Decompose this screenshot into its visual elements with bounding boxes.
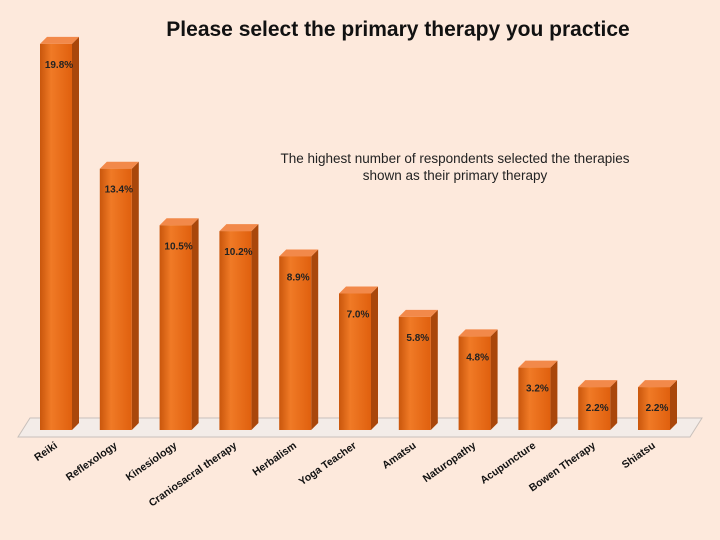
bar-front-herbalism	[279, 256, 312, 430]
bar-amatsu	[398, 309, 438, 430]
bar-top-amatsu	[398, 309, 438, 317]
bar-reiki	[40, 36, 79, 431]
category-label-shiatsu: Shiatsu	[620, 440, 658, 472]
bar-side-shiatsu	[670, 380, 677, 430]
bar-bowen-therapy	[578, 380, 618, 430]
bar-front-kinesiology	[159, 225, 192, 430]
bar-side-naturopathy	[490, 329, 498, 430]
value-label-craniosacral-therapy: 10.2%	[224, 247, 252, 258]
bar-front-craniosacral-therapy	[219, 231, 252, 430]
bar-side-herbalism	[311, 249, 319, 430]
category-label-amatsu: Amatsu	[380, 440, 418, 472]
value-label-amatsu: 5.8%	[406, 333, 429, 344]
value-label-yoga-teacher: 7.0%	[347, 310, 370, 321]
category-label-acupuncture: Acupuncture	[478, 440, 538, 487]
value-label-acupuncture: 3.2%	[526, 384, 549, 395]
bar-side-acupuncture	[550, 360, 558, 430]
chart-title: Please select the primary therapy you pr…	[166, 18, 629, 41]
bar-front-acupuncture	[518, 367, 551, 430]
bar-front-bowen-therapy	[578, 387, 611, 430]
category-label-kinesiology: Kinesiology	[124, 440, 180, 484]
bar-side-amatsu	[430, 309, 438, 430]
category-label-yoga-teacher: Yoga Teacher	[297, 440, 359, 488]
value-label-bowen-therapy: 2.2%	[586, 403, 609, 414]
category-label-herbalism: Herbalism	[250, 440, 298, 479]
bar-top-shiatsu	[638, 380, 677, 388]
bar-front-reiki	[40, 43, 72, 431]
bar-side-yoga-teacher	[371, 286, 378, 430]
bar-craniosacral-therapy	[219, 224, 259, 430]
value-label-kinesiology: 10.5%	[164, 241, 192, 252]
annotation-line-2: shown as their primary therapy	[363, 168, 548, 183]
bar-side-bowen-therapy	[610, 380, 618, 430]
bar-top-yoga-teacher	[339, 286, 378, 294]
value-labels-group: 19.8% 13.4% 10.5% 10.2% 8.9% 7.0% 5.8% 4.8% 3.2%…	[45, 60, 669, 414]
bar-front-naturopathy	[458, 336, 491, 430]
value-label-shiatsu: 2.2%	[646, 403, 669, 414]
bar-acupuncture	[518, 360, 558, 430]
bar-reflexology	[99, 161, 139, 430]
category-label-reflexology: Reflexology	[64, 440, 120, 484]
bar-side-reiki	[72, 36, 79, 431]
value-label-reflexology: 13.4%	[105, 185, 133, 196]
bar-front-shiatsu	[638, 387, 670, 430]
bar-top-reflexology	[99, 161, 139, 169]
bar-top-reiki	[40, 36, 79, 44]
bar-shiatsu	[638, 380, 677, 430]
bar-side-kinesiology	[191, 218, 199, 430]
bar-top-acupuncture	[518, 360, 558, 368]
bar-front-reflexology	[99, 168, 132, 430]
bar-kinesiology	[159, 218, 199, 430]
value-label-herbalism: 8.9%	[287, 272, 310, 283]
annotation-line-1: The highest number of respondents select…	[281, 151, 630, 166]
bar-top-herbalism	[279, 249, 319, 257]
bar-naturopathy	[458, 329, 498, 430]
bar-top-craniosacral-therapy	[219, 224, 259, 232]
category-labels-group: Reiki Reflexology KinesiologyCraniosacral …	[32, 440, 657, 510]
category-label-naturopathy: Naturopathy	[421, 440, 479, 485]
bar-top-bowen-therapy	[578, 380, 618, 388]
category-label-reiki: Reiki	[32, 440, 60, 464]
bar-yoga-teacher	[339, 286, 378, 430]
bar-top-naturopathy	[458, 329, 498, 337]
value-label-reiki: 19.8%	[45, 60, 73, 71]
bars-group	[40, 36, 677, 431]
bar-herbalism	[279, 249, 319, 430]
category-label-bowen-therapy: Bowen Therapy	[527, 440, 598, 495]
bar-front-yoga-teacher	[339, 293, 371, 430]
bar-side-reflexology	[131, 161, 139, 430]
bar-top-kinesiology	[159, 218, 199, 226]
bar-front-amatsu	[398, 316, 431, 430]
value-label-naturopathy: 4.8%	[466, 352, 489, 363]
bar-side-craniosacral-therapy	[251, 224, 259, 430]
